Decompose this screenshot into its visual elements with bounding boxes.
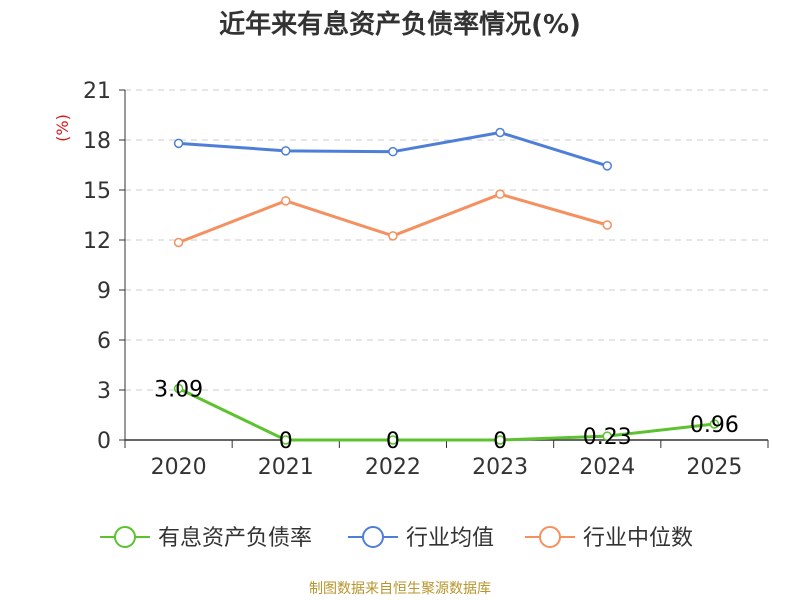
data-label: 0: [386, 429, 400, 454]
data-label: 3.09: [154, 378, 203, 403]
y-tick-label: 3: [97, 379, 111, 404]
legend-marker: [362, 526, 384, 548]
x-tick-label: 2020: [151, 455, 207, 480]
data-label: 0: [279, 429, 293, 454]
legend-label: 行业中位数: [583, 526, 693, 551]
y-tick-label: 0: [97, 429, 111, 454]
grid-lines: [125, 89, 768, 391]
y-tick-label: 6: [97, 329, 111, 354]
chart-title: 近年来有息资产负债率情况(%): [219, 10, 581, 40]
data-point: [281, 196, 291, 206]
y-tick-label: 9: [97, 279, 111, 304]
x-tick-label: 2023: [472, 455, 528, 480]
x-tick-label: 2021: [258, 455, 314, 480]
data-point: [495, 189, 505, 199]
data-labels-layer: 3.09 0 0 0 0.23 0.96: [154, 378, 739, 455]
series-line: [177, 387, 715, 442]
legend-marker: [114, 526, 136, 548]
data-label: 0.96: [690, 413, 739, 438]
data-point: [173, 138, 184, 149]
legend-marker: [539, 526, 561, 548]
x-tick-label: 2025: [686, 455, 742, 480]
x-tick-label: 2024: [579, 455, 635, 480]
data-point: [388, 146, 398, 157]
x-tick-label: 2022: [365, 455, 421, 480]
data-point: [388, 231, 398, 241]
data-point: [281, 146, 291, 156]
data-point: [388, 435, 398, 445]
y-tick-label: 12: [83, 229, 111, 254]
series-layer: [173, 127, 720, 445]
data-point: [602, 220, 612, 230]
y-tick-label: 21: [83, 79, 111, 104]
y-tick-label: 15: [83, 179, 111, 204]
data-point: [709, 419, 720, 429]
data-point: [495, 435, 505, 445]
legend-label: 行业均值: [406, 526, 494, 551]
data-label: 0.23: [583, 425, 632, 450]
y-tick-label: 18: [83, 129, 111, 154]
legend: 有息资产负债率 行业均值 行业中位数: [100, 526, 693, 551]
data-point: [495, 127, 505, 138]
data-point: [281, 435, 291, 445]
data-point: [173, 383, 184, 394]
axes: 0 3 6 9 12 15 18 21 (%) 2020 2021 2022 2023 2024 2025: [53, 79, 769, 480]
data-label: 0: [493, 429, 507, 454]
y-axis-label: (%): [53, 114, 72, 142]
data-point: [173, 237, 184, 248]
data-point: [602, 161, 612, 171]
legend-label: 有息资产负债率: [158, 526, 312, 551]
data-point: [602, 431, 612, 441]
source-note: 制图数据来自恒生聚源数据库: [309, 581, 491, 597]
